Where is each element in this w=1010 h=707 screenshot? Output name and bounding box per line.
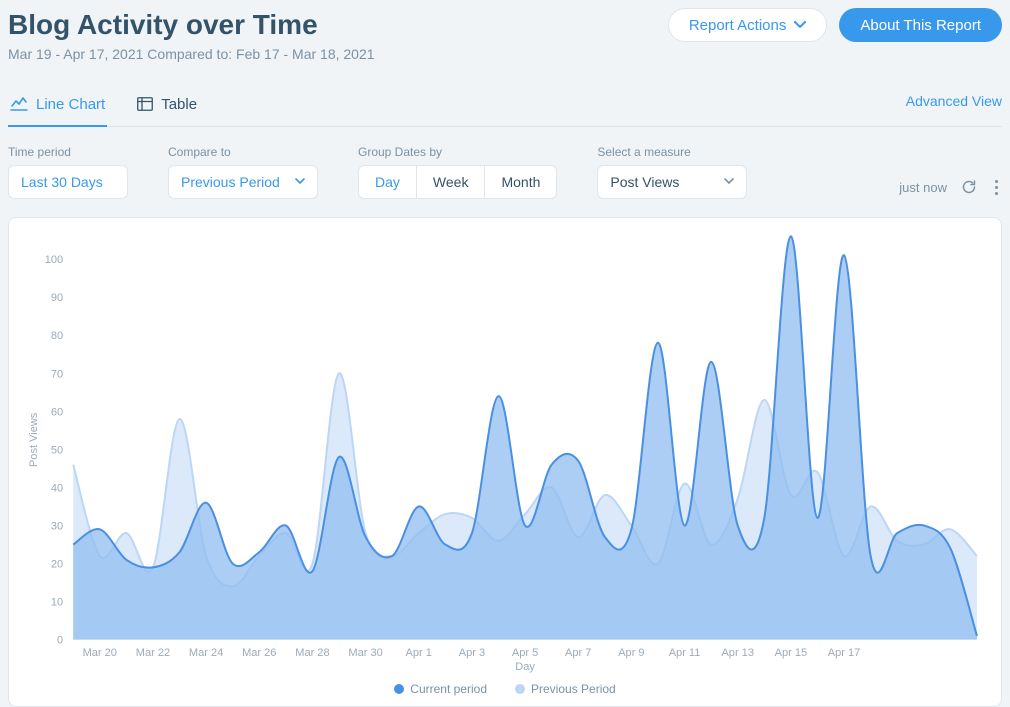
time-period-group: Time period Last 30 Days [8,145,128,199]
chart-panel: 0 10 20 30 40 50 60 70 80 90 100 Post Views Mar 20 Ma… [8,217,1002,707]
svg-text:Apr 11: Apr 11 [669,646,701,658]
time-period-value: Last 30 Days [21,174,103,190]
seg-month[interactable]: Month [485,166,556,198]
about-this-report-label: About This Report [860,17,981,34]
tab-line-chart[interactable]: Line Chart [8,86,107,127]
report-heading-block: Blog Activity over Time Mar 19 - Apr 17,… [8,8,375,62]
chart-legend: Current period Previous Period [23,678,987,698]
compare-to-select[interactable]: Previous Period [168,165,318,199]
svg-text:Mar 20: Mar 20 [83,646,117,658]
tabs-row: Line Chart Table Advanced View [8,86,1002,127]
svg-text:60: 60 [51,406,63,418]
chevron-down-icon [295,178,305,185]
group-dates-label: Group Dates by [358,145,557,159]
svg-text:Apr 1: Apr 1 [406,646,432,658]
svg-text:Mar 22: Mar 22 [136,646,170,658]
svg-text:70: 70 [51,368,63,380]
svg-text:Apr 15: Apr 15 [775,646,808,658]
controls-right: just now [899,176,1002,199]
tab-table-label: Table [161,96,197,113]
seg-week[interactable]: Week [417,166,486,198]
svg-text:Apr 5: Apr 5 [512,646,538,658]
svg-text:Mar 30: Mar 30 [348,646,382,658]
svg-text:Post Views: Post Views [28,412,40,467]
measure-label: Select a measure [597,145,747,159]
svg-text:Day: Day [515,660,535,672]
svg-text:Apr 17: Apr 17 [828,646,861,658]
report-header: Blog Activity over Time Mar 19 - Apr 17,… [0,0,1010,62]
svg-text:30: 30 [51,520,63,532]
svg-text:Apr 3: Apr 3 [459,646,485,658]
measure-group: Select a measure Post Views [597,145,747,199]
svg-text:40: 40 [51,482,63,494]
svg-text:Apr 13: Apr 13 [721,646,754,658]
svg-text:20: 20 [51,558,63,570]
time-period-select[interactable]: Last 30 Days [8,165,128,199]
legend-dot-icon [394,684,404,694]
svg-text:100: 100 [45,254,63,266]
measure-value: Post Views [610,174,679,190]
svg-text:Apr 9: Apr 9 [618,646,644,658]
area-chart: 0 10 20 30 40 50 60 70 80 90 100 Post Views Mar 20 Ma… [23,232,987,674]
report-actions-button[interactable]: Report Actions [668,8,828,42]
svg-text:0: 0 [57,634,63,646]
about-this-report-button[interactable]: About This Report [839,8,1002,42]
report-actions-label: Report Actions [689,17,787,34]
chevron-down-icon [724,178,734,185]
seg-day[interactable]: Day [359,166,417,198]
svg-text:90: 90 [51,292,63,304]
refresh-icon[interactable] [961,179,977,195]
compare-to-label: Compare to [168,145,318,159]
svg-text:Mar 24: Mar 24 [189,646,223,658]
chevron-down-icon [794,21,806,29]
header-actions: Report Actions About This Report [668,8,1002,42]
compare-to-value: Previous Period [181,174,280,190]
svg-text:10: 10 [51,596,63,608]
table-icon [137,97,153,111]
chart-area: 0 10 20 30 40 50 60 70 80 90 100 Post Views Mar 20 Ma… [23,232,987,678]
legend-current[interactable]: Current period [394,682,487,696]
svg-text:Mar 28: Mar 28 [295,646,329,658]
page-subtitle: Mar 19 - Apr 17, 2021 Compared to: Feb 1… [8,46,375,62]
time-period-label: Time period [8,145,128,159]
controls-row: Time period Last 30 Days Compare to Prev… [0,127,1010,211]
legend-dot-icon [515,684,525,694]
more-menu-icon[interactable] [991,176,1002,199]
svg-text:80: 80 [51,330,63,342]
advanced-view-link[interactable]: Advanced View [906,93,1002,119]
page-title: Blog Activity over Time [8,8,375,42]
svg-text:Apr 7: Apr 7 [565,646,591,658]
compare-to-group: Compare to Previous Period [168,145,318,199]
group-dates-segmented: Day Week Month [358,165,557,199]
tab-table[interactable]: Table [135,86,199,127]
group-dates-group: Group Dates by Day Week Month [358,145,557,199]
svg-text:50: 50 [51,444,63,456]
legend-previous-label: Previous Period [531,682,616,696]
view-tabs: Line Chart Table [8,86,199,126]
svg-text:Mar 26: Mar 26 [242,646,276,658]
legend-current-label: Current period [410,682,487,696]
refresh-timestamp: just now [899,180,947,195]
tab-line-chart-label: Line Chart [36,96,105,113]
legend-previous[interactable]: Previous Period [515,682,616,696]
line-chart-icon [10,97,28,111]
measure-select[interactable]: Post Views [597,165,747,199]
